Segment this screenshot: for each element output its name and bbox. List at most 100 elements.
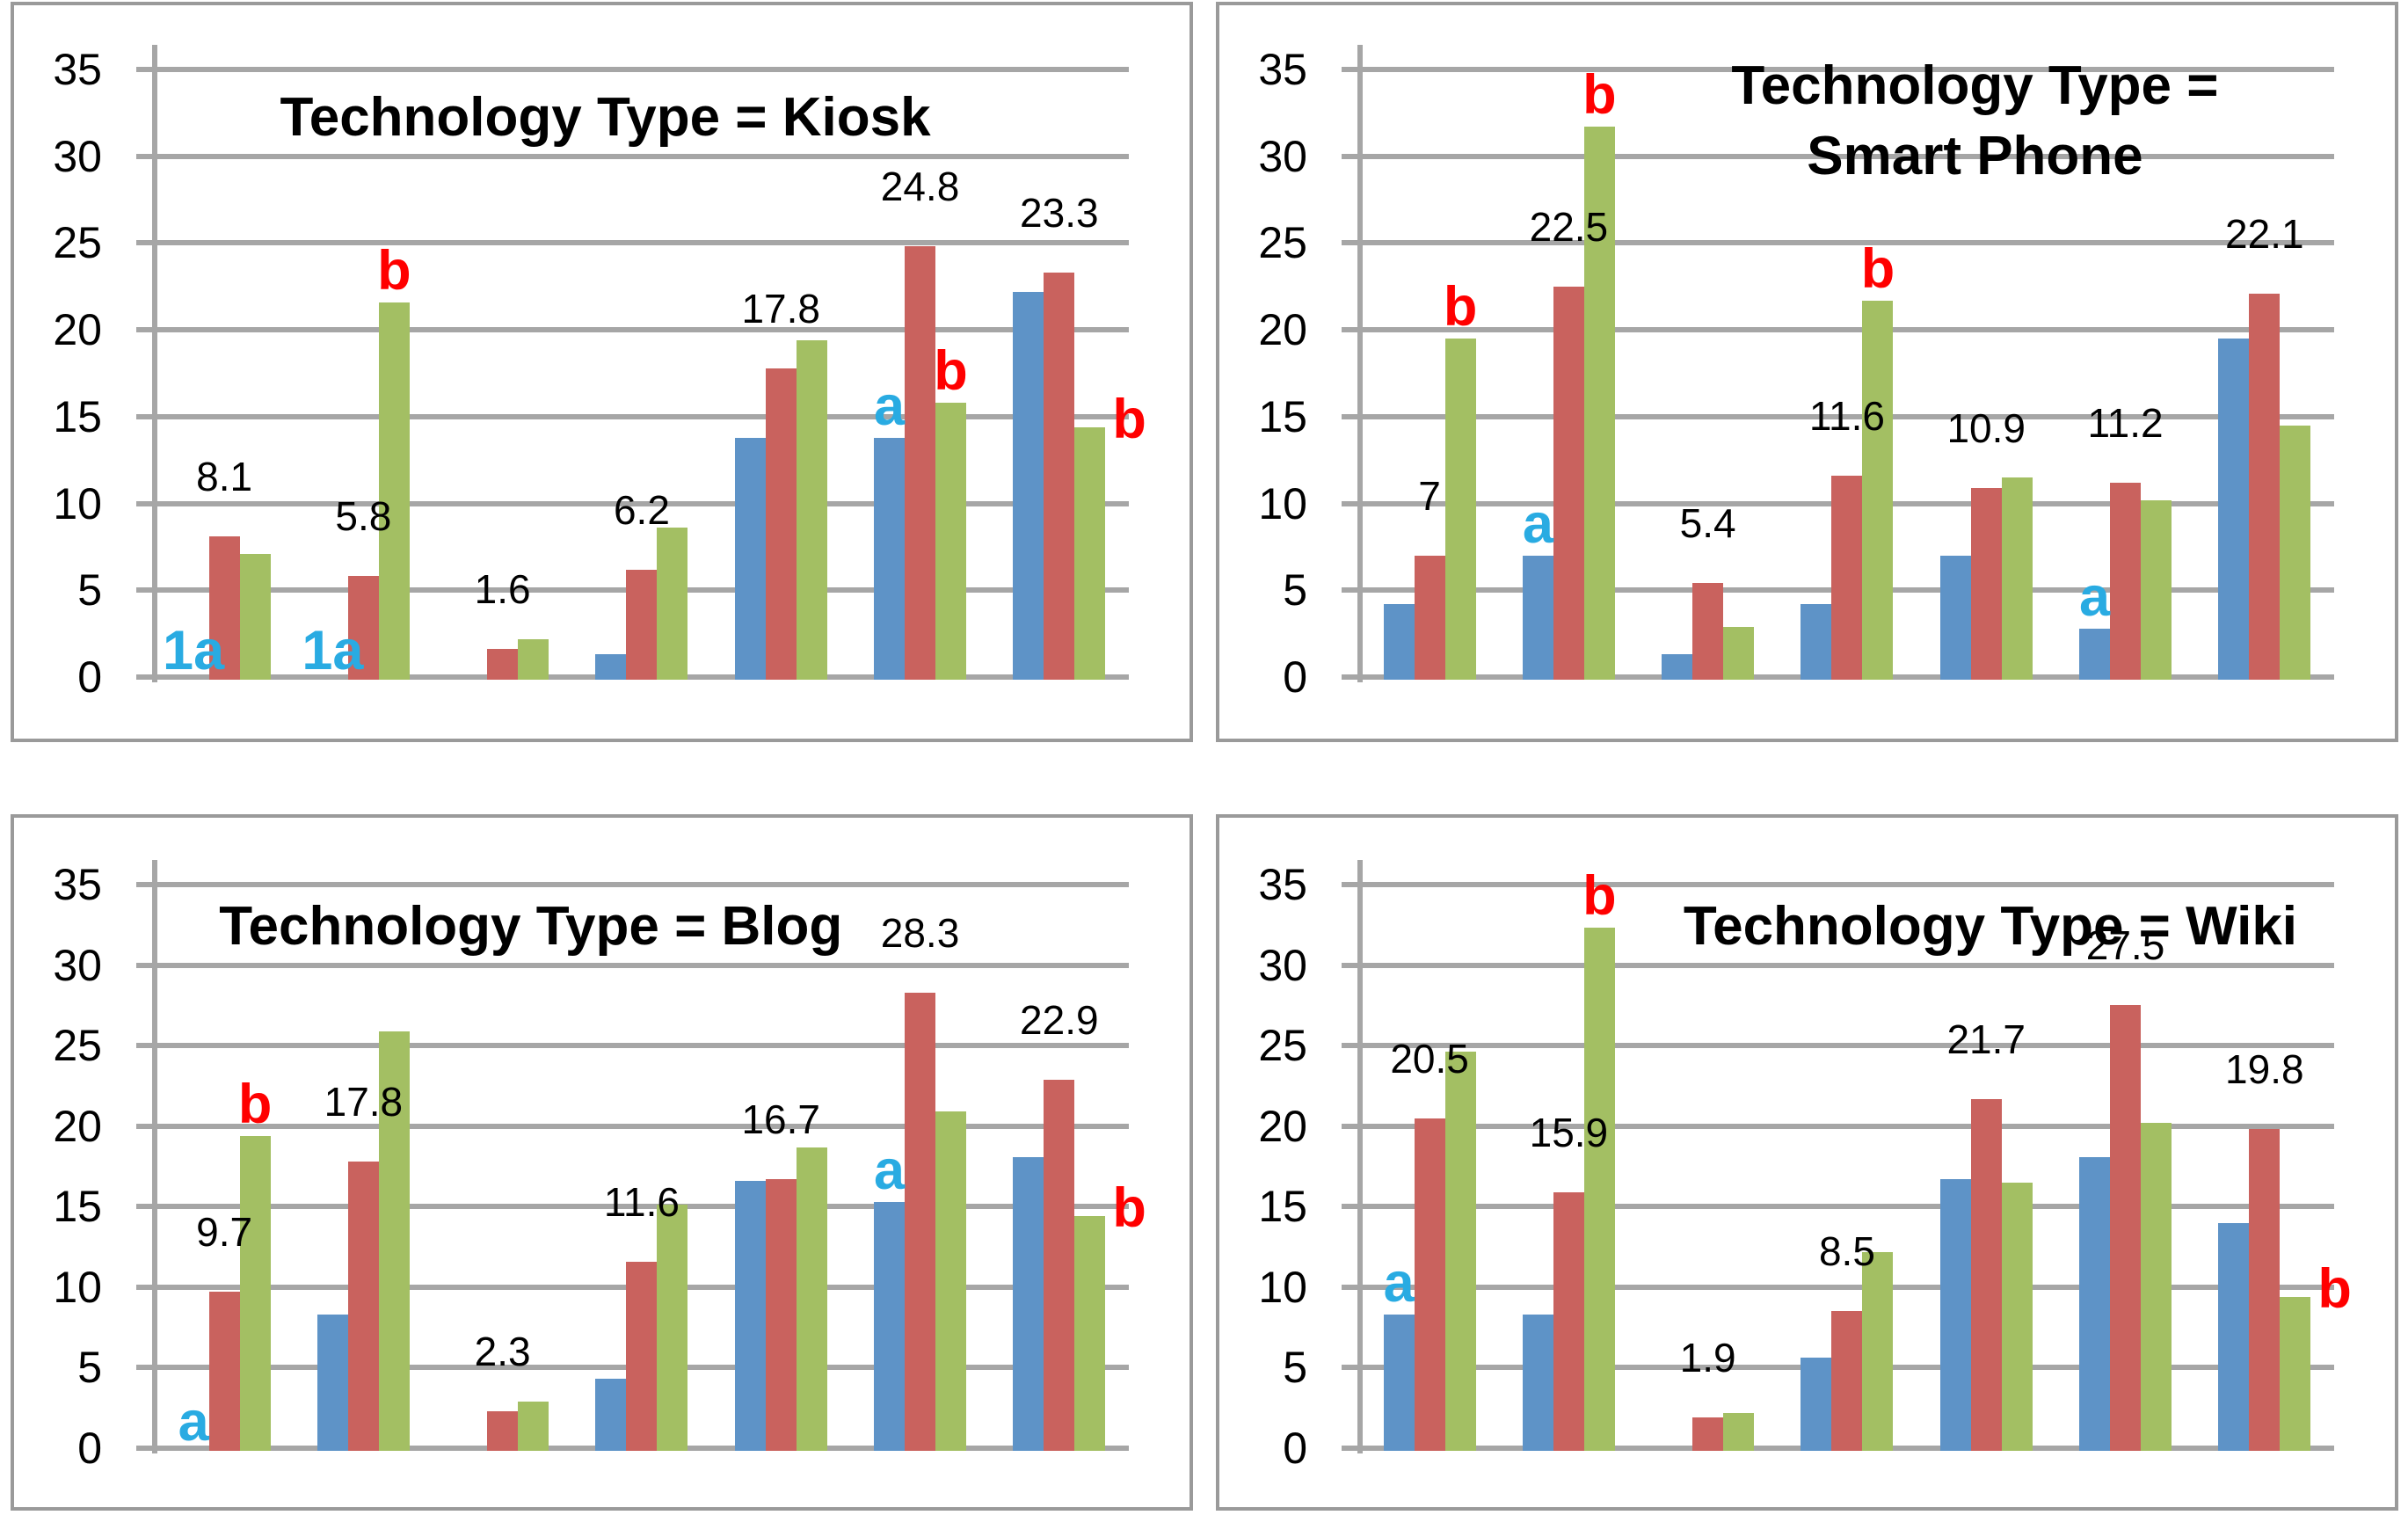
gridline-30 <box>155 962 1129 968</box>
value-label-group1: 7 <box>1418 472 1441 519</box>
axis-tick-25 <box>1342 1043 1357 1049</box>
y-axis-line <box>152 45 157 682</box>
bar-blue-group1 <box>1383 604 1415 680</box>
axis-tick-10 <box>136 500 152 506</box>
bar-red-group6 <box>905 246 936 680</box>
chart-title-line: Smart Phone <box>1807 126 2143 186</box>
bar-red-group4 <box>1831 475 1863 680</box>
bar-blue-group5 <box>1939 1179 1971 1451</box>
y-axis-label-5: 5 <box>1283 1343 1307 1393</box>
y-axis-label-15: 15 <box>1258 391 1307 441</box>
value-label-group2: 22.5 <box>1529 203 1609 250</box>
axis-tick-15 <box>136 413 152 419</box>
bar-green-group6 <box>935 403 967 680</box>
value-label-group6: 24.8 <box>880 164 960 210</box>
bar-green-group5 <box>2001 477 2033 680</box>
bar-red-group5 <box>1970 1098 2002 1451</box>
chart-panel-wiki: 35 30 25 20 15 10 5 0 Technology Type = Wiki 20.5… <box>1216 814 2398 1511</box>
annotation-b-group6: b <box>934 340 968 403</box>
y-axis-label-25: 25 <box>1258 218 1307 268</box>
y-axis-label-35: 35 <box>53 860 102 909</box>
y-axis-label-0: 0 <box>77 1424 102 1473</box>
annotation-b-group2: b <box>1582 865 1617 928</box>
gridline-35 <box>155 67 1129 72</box>
axis-tick-35 <box>1342 67 1357 72</box>
chart-title-line: Technology Type = Kiosk <box>280 87 931 148</box>
bar-blue-group2 <box>1522 1314 1553 1451</box>
axis-tick-0 <box>136 674 152 680</box>
bar-red-group6 <box>905 992 936 1451</box>
y-axis-label-15: 15 <box>1258 1182 1307 1232</box>
annotation-b-group4: b <box>1860 237 1895 300</box>
bar-green-group4 <box>657 1205 688 1451</box>
bar-green-group1 <box>239 1135 271 1451</box>
annotation-b-group1: b <box>237 1073 273 1135</box>
bar-red-group4 <box>1831 1311 1863 1451</box>
axis-tick-5 <box>136 587 152 594</box>
gridline-25 <box>1360 240 2334 246</box>
y-axis-label-10: 10 <box>53 1262 102 1312</box>
y-axis-line <box>1357 45 1363 682</box>
value-label-group4: 8.5 <box>1818 1228 1875 1275</box>
value-label-group3: 1.9 <box>1679 1335 1736 1381</box>
gridline-25 <box>155 240 1129 246</box>
value-label-group7: 22.9 <box>1020 996 1099 1043</box>
y-axis-label-5: 5 <box>77 1343 102 1393</box>
y-axis-label-0: 0 <box>77 652 102 702</box>
axis-tick-0 <box>136 1446 152 1451</box>
axis-tick-15 <box>1342 1204 1357 1210</box>
bar-green-group2 <box>378 302 410 680</box>
bar-green-group1 <box>1444 1052 1476 1451</box>
bar-red-group5 <box>765 1179 797 1451</box>
value-label-group1: 8.1 <box>196 454 253 500</box>
bar-green-group6 <box>2141 1123 2172 1451</box>
bar-green-group3 <box>518 638 549 680</box>
bar-red-group6 <box>2110 1005 2142 1451</box>
y-axis-line <box>1357 860 1363 1453</box>
bar-blue-group7 <box>1013 291 1044 680</box>
y-axis-label-35: 35 <box>1258 45 1307 94</box>
bar-red-group1 <box>208 536 240 680</box>
annotation-b-group1: b <box>1443 276 1478 338</box>
bar-green-group2 <box>1583 127 1615 680</box>
bar-blue-group4 <box>595 1379 627 1451</box>
bar-green-group2 <box>1583 928 1615 1451</box>
bar-green-group6 <box>2141 499 2172 680</box>
bar-green-group7 <box>1074 1216 1106 1451</box>
bar-green-group4 <box>657 528 688 680</box>
axis-tick-30 <box>136 962 152 968</box>
y-axis-label-0: 0 <box>1283 652 1307 702</box>
bar-blue-group6 <box>874 1201 906 1451</box>
gridline-35 <box>1360 67 2334 72</box>
annotation-a-group1: a <box>1383 1251 1415 1314</box>
y-axis-label-20: 20 <box>53 1101 102 1151</box>
y-axis-label-30: 30 <box>1258 940 1307 990</box>
axis-tick-30 <box>136 153 152 159</box>
gridline-10 <box>1360 1284 2334 1290</box>
gridline-15 <box>155 413 1129 419</box>
bar-green-group2 <box>378 1031 410 1451</box>
bar-blue-group4 <box>595 654 627 680</box>
value-label-group4: 11.6 <box>603 1178 680 1225</box>
axis-tick-25 <box>1342 240 1357 246</box>
annotation-1a-group2: 1a <box>302 620 364 681</box>
chart-title-line: Technology Type = Blog <box>219 896 843 957</box>
y-axis-label-25: 25 <box>53 218 102 268</box>
bar-red-group2 <box>347 1162 379 1451</box>
gridline-35 <box>155 882 1129 887</box>
value-label-group5: 17.8 <box>741 285 820 331</box>
bar-red-group1 <box>208 1292 240 1451</box>
gridline-35 <box>1360 882 2334 887</box>
y-axis-label-25: 25 <box>1258 1021 1307 1071</box>
chart-title-blog: Technology Type = Blog <box>91 892 971 962</box>
annotation-b-group2: b <box>1582 64 1617 127</box>
axis-tick-10 <box>1342 500 1357 506</box>
axis-tick-20 <box>136 327 152 333</box>
chart-panel-kiosk: 35 30 25 20 15 10 5 0 Technology Type = Kiosk 8.1… <box>11 2 1193 742</box>
axis-tick-5 <box>1342 1365 1357 1371</box>
value-label-group2: 17.8 <box>324 1079 404 1125</box>
value-label-group7: 22.1 <box>2225 210 2304 257</box>
annotation-b-group2: b <box>377 239 411 302</box>
axis-tick-5 <box>1342 587 1357 594</box>
bar-red-group3 <box>487 1410 519 1451</box>
